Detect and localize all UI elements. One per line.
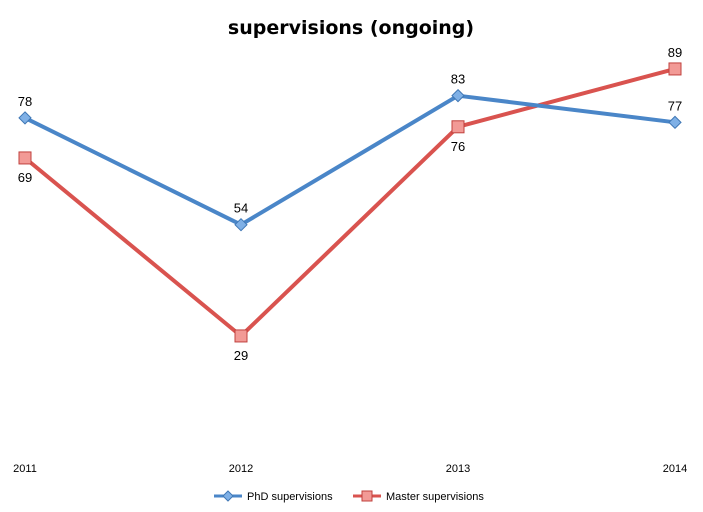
data-point-phd	[668, 115, 682, 130]
data-label-master: 69	[18, 170, 32, 185]
data-label-master: 89	[668, 45, 682, 60]
x-tick-label: 2014	[663, 463, 687, 475]
legend: PhD supervisions Master supervisions	[214, 490, 484, 503]
series-line-phd	[24, 93, 676, 227]
data-label-phd: 83	[451, 72, 465, 87]
legend-marker-phd-diamond	[222, 490, 234, 502]
data-label-phd: 54	[234, 201, 248, 216]
legend-item-phd: PhD supervisions	[214, 490, 333, 503]
data-point-master	[234, 329, 248, 343]
chart-title: supervisions (ongoing)	[228, 17, 474, 39]
data-label-master: 29	[234, 348, 248, 363]
data-point-phd	[18, 111, 32, 125]
data-label-phd: 78	[18, 94, 32, 109]
data-label-master: 76	[451, 139, 465, 154]
legend-label-phd: PhD supervisions	[247, 491, 333, 503]
data-point-phd	[451, 88, 465, 103]
legend-marker-master-square	[361, 490, 373, 502]
x-tick-label: 2011	[13, 463, 37, 475]
data-point-master	[668, 62, 682, 76]
legend-item-master: Master supervisions	[353, 490, 484, 503]
legend-label-master: Master supervisions	[386, 491, 484, 503]
x-tick-label: 2013	[446, 463, 470, 475]
data-point-master	[18, 151, 32, 165]
data-label-phd: 77	[668, 98, 682, 113]
x-tick-label: 2012	[229, 463, 253, 475]
data-point-master	[451, 120, 465, 134]
plot-area: 78 54 83 77 69 29 76 89	[18, 45, 682, 363]
series-line-master	[23, 66, 676, 338]
x-axis: 2011 2012 2013 2014	[13, 463, 687, 475]
data-point-phd	[234, 217, 248, 232]
